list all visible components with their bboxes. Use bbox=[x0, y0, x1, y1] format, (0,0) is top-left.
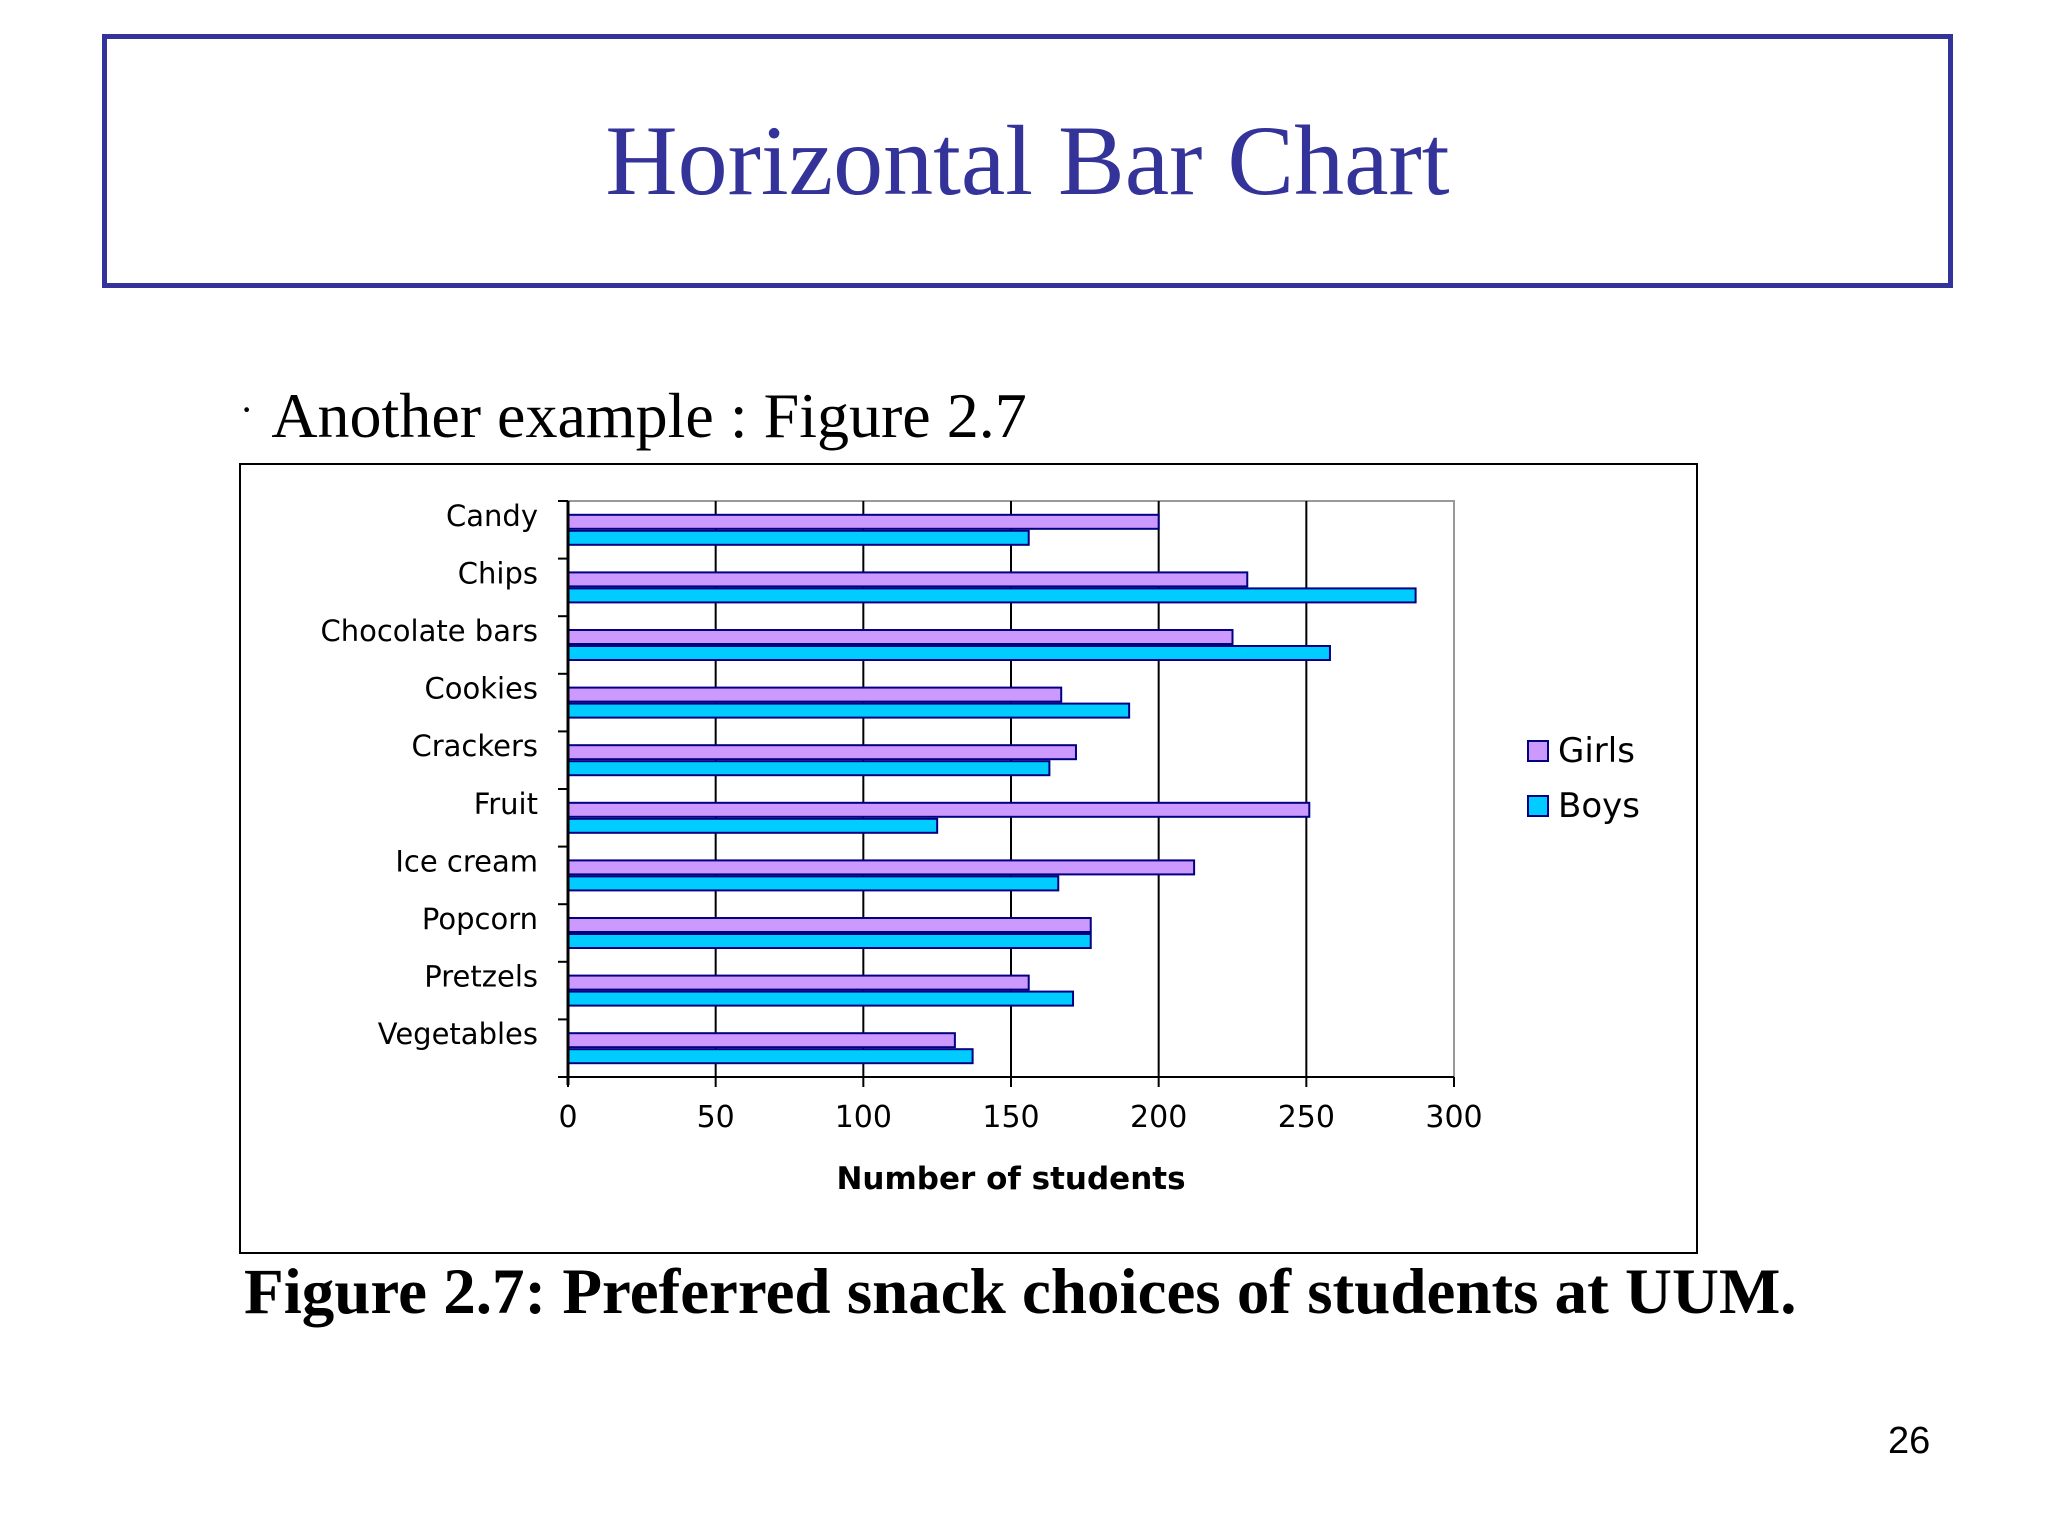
category-label: Popcorn bbox=[422, 902, 538, 936]
axis-labels: 0 50 100 150 200 250 300 Candy Chips Chocolate ba… bbox=[320, 499, 1482, 1197]
x-tick-label: 250 bbox=[1278, 1100, 1335, 1135]
bar-chart: 0 50 100 150 200 250 300 Candy Chips Chocolate ba… bbox=[320, 499, 1640, 1197]
bar-boys bbox=[567, 760, 1051, 777]
x-tick-label: 150 bbox=[982, 1100, 1039, 1135]
bar-boys bbox=[567, 933, 1092, 949]
bar-girls bbox=[567, 1032, 956, 1049]
bar-girls bbox=[567, 974, 1030, 991]
bar-boys bbox=[567, 875, 1060, 892]
x-tick-label: 50 bbox=[697, 1100, 735, 1135]
axes bbox=[558, 500, 1455, 1087]
x-tick-label: 200 bbox=[1130, 1100, 1187, 1135]
bar-girls bbox=[567, 744, 1077, 761]
figure-caption: Figure 2.7: Preferred snack choices of s… bbox=[244, 1256, 1797, 1328]
bar-girls bbox=[567, 513, 1160, 530]
bars bbox=[567, 513, 1417, 1065]
title-box: Horizontal Bar Chart bbox=[102, 34, 1953, 288]
category-label: Candy bbox=[446, 499, 538, 533]
x-tick-label: 0 bbox=[558, 1100, 577, 1135]
bar-girls bbox=[567, 801, 1311, 818]
x-tick-label: 300 bbox=[1425, 1100, 1482, 1135]
bar-girls bbox=[567, 629, 1234, 645]
x-axis-title: Number of students bbox=[836, 1161, 1185, 1197]
bar-girls bbox=[567, 859, 1196, 876]
category-label: Crackers bbox=[411, 729, 538, 763]
bar-girls bbox=[567, 686, 1063, 703]
bar-boys bbox=[567, 817, 939, 834]
category-label: Chocolate bars bbox=[320, 614, 538, 648]
x-tick-label: 100 bbox=[835, 1100, 892, 1135]
bullet-line: · Another example : Figure 2.7 bbox=[240, 384, 1027, 448]
bar-boys bbox=[567, 1048, 974, 1065]
page-number: 26 bbox=[1888, 1420, 1931, 1462]
bar-boys bbox=[567, 702, 1131, 719]
legend: Girls Boys bbox=[1527, 731, 1640, 826]
bullet-text: Another example : Figure 2.7 bbox=[271, 380, 1027, 451]
legend-swatch-girls bbox=[1527, 740, 1549, 762]
bar-boys bbox=[567, 990, 1075, 1007]
category-label: Fruit bbox=[474, 787, 538, 821]
legend-swatch-boys bbox=[1527, 795, 1549, 817]
bar-boys bbox=[567, 645, 1331, 661]
chart-frame: 0 50 100 150 200 250 300 Candy Chips Chocolate ba… bbox=[239, 463, 1698, 1254]
bullet-dot: · bbox=[240, 387, 254, 432]
bar-boys bbox=[567, 587, 1417, 604]
category-label: Vegetables bbox=[378, 1017, 538, 1051]
bar-girls bbox=[567, 917, 1092, 933]
category-label: Cookies bbox=[424, 672, 538, 706]
bar-girls bbox=[567, 571, 1249, 588]
category-label: Chips bbox=[458, 556, 538, 590]
category-label: Pretzels bbox=[424, 960, 538, 994]
legend-label-girls: Girls bbox=[1558, 731, 1635, 771]
legend-label-boys: Boys bbox=[1558, 786, 1640, 826]
slide-title: Horizontal Bar Chart bbox=[605, 105, 1450, 216]
category-label: Ice cream bbox=[395, 844, 538, 878]
bar-boys bbox=[567, 529, 1030, 546]
